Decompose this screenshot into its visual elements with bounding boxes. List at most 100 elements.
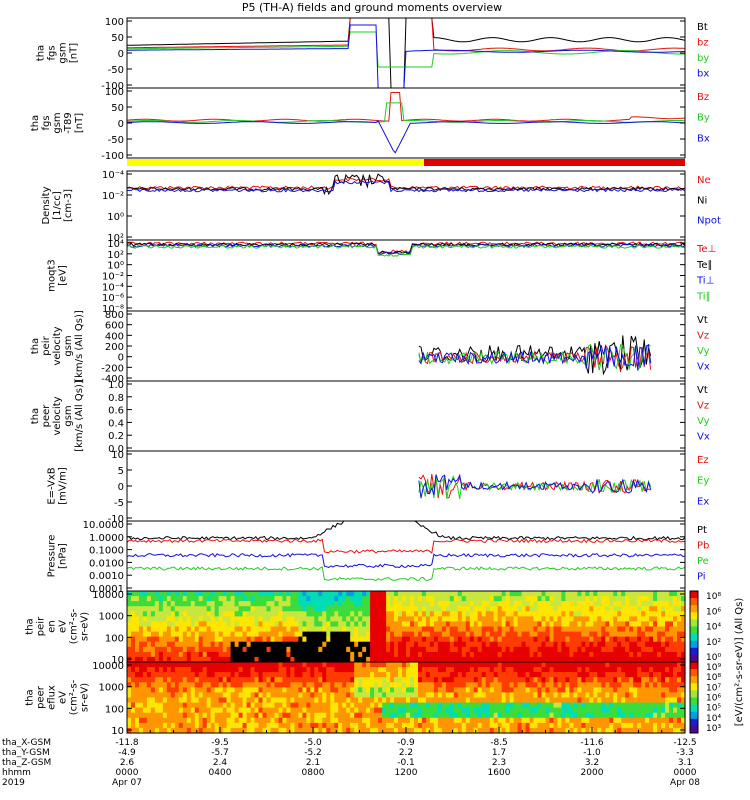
spectrogram-cell <box>561 636 566 643</box>
spectrogram-cell <box>322 712 327 719</box>
spectrogram-cell <box>573 717 578 724</box>
spectrogram-cell <box>521 662 527 668</box>
spectrogram-cell <box>270 692 276 699</box>
y-tick-label: 1.0000 <box>89 533 124 544</box>
spectrogram-cell <box>190 646 196 653</box>
spectrogram-cell <box>182 646 188 653</box>
spectrogram-cell <box>342 631 347 638</box>
spectrogram-cell <box>509 707 515 714</box>
spectrogram-cell <box>617 717 622 724</box>
spectrogram-cell <box>362 697 367 704</box>
spectrogram-cell <box>398 667 403 673</box>
spectrogram-cell <box>198 727 204 734</box>
spectrogram-cell <box>354 631 359 638</box>
spectrogram-cell <box>433 717 439 724</box>
spectrogram-cell <box>262 677 268 683</box>
spectrogram-cell <box>266 662 272 668</box>
spectrogram-cell <box>601 667 606 673</box>
spectrogram-cell <box>501 651 507 658</box>
spectrogram-cell <box>529 712 535 719</box>
spectrogram-cell <box>342 677 347 683</box>
spectrogram-cell <box>561 596 566 602</box>
spectrogram-cell <box>182 651 188 658</box>
spectrogram-cell <box>162 707 168 714</box>
spectrogram-cell <box>394 641 399 648</box>
spectrogram-cell <box>310 707 315 714</box>
spectrogram-cell <box>170 677 176 683</box>
spectrogram-cell <box>465 712 471 719</box>
spectrogram-cell <box>461 712 467 719</box>
spectrogram-cell <box>569 641 574 648</box>
spectrogram-cell <box>453 707 459 714</box>
spectrogram-cell <box>302 631 307 638</box>
y-tick-label: 10⁰ <box>107 212 124 223</box>
spectrogram-cell <box>230 626 236 633</box>
spectrogram-cell <box>665 641 670 648</box>
spectrogram-cell <box>282 616 287 623</box>
spectrogram-cell <box>234 626 240 633</box>
spectrogram-cell <box>589 641 594 648</box>
spectrogram-cell <box>661 692 666 699</box>
spectrogram-cell <box>533 712 539 719</box>
spectrogram-cell <box>382 672 387 678</box>
spectrogram-cell <box>162 621 168 628</box>
spectrogram-cell <box>226 662 232 668</box>
spectrogram-cell <box>402 656 407 663</box>
spectrogram-cell <box>246 611 252 617</box>
spectrogram-cell <box>262 656 268 663</box>
spectrogram-cell <box>250 636 256 643</box>
spectrogram-cell <box>342 672 347 678</box>
legend-Ti∥: Ti∥ <box>696 291 711 302</box>
spectrogram-cell <box>585 611 590 617</box>
spectrogram-cell <box>290 662 295 668</box>
spectrogram-cell <box>310 687 315 694</box>
spectrogram-cell <box>170 611 176 617</box>
spectrogram-cell <box>246 727 252 734</box>
spectrogram-cell <box>362 651 367 658</box>
spectrogram-cell <box>378 672 383 678</box>
spectrogram-cell <box>453 591 459 597</box>
spectrogram-cell <box>609 712 614 719</box>
spectrogram-cell <box>537 697 543 704</box>
spectrogram-cell <box>398 687 403 694</box>
spectrogram-cell <box>250 697 256 704</box>
spectrogram-cell <box>677 672 682 678</box>
spectrogram-cell <box>541 667 547 673</box>
spectrogram-cell <box>437 606 443 612</box>
spectrogram-cell <box>154 651 160 658</box>
spectrogram-cell <box>593 631 598 638</box>
spectrogram-cell <box>477 722 483 729</box>
spectrogram-cell <box>557 601 563 607</box>
spectrogram-cell <box>366 656 371 663</box>
spectrogram-cell <box>218 667 224 673</box>
spectrogram-cell <box>477 626 483 633</box>
spectrogram-cell <box>497 692 503 699</box>
spectrogram-cell <box>270 667 276 673</box>
spectrogram-cell <box>677 717 682 724</box>
spectrogram-cell <box>382 631 387 638</box>
spectrogram-cell <box>394 662 399 668</box>
spectrogram-cell <box>234 717 240 724</box>
spectrogram-cell <box>617 596 622 602</box>
spectrogram-cell <box>633 616 638 623</box>
spectrogram-cell <box>386 712 391 719</box>
spectrogram-cell <box>354 707 359 714</box>
spectrogram-cell <box>509 667 515 673</box>
spectrogram-cell <box>150 727 156 734</box>
spectrogram-cell <box>621 712 626 719</box>
spectrogram-cell <box>653 596 658 602</box>
spectrogram-cell <box>258 662 264 668</box>
spectrogram-cell <box>226 677 232 683</box>
spectrogram-cell <box>481 636 487 643</box>
spectrogram-cell <box>306 677 311 683</box>
spectrogram-cell <box>398 672 403 678</box>
spectrogram-cell <box>206 596 212 602</box>
spectrogram-cell <box>178 611 184 617</box>
spectrogram-cell <box>681 611 686 617</box>
spectrogram-cell <box>214 662 220 668</box>
spectrogram-cell <box>290 626 295 633</box>
spectrogram-cell <box>537 621 543 628</box>
spectrogram-cell <box>549 712 555 719</box>
spectrogram-cell <box>657 697 662 704</box>
spectrogram-cell <box>290 717 295 724</box>
